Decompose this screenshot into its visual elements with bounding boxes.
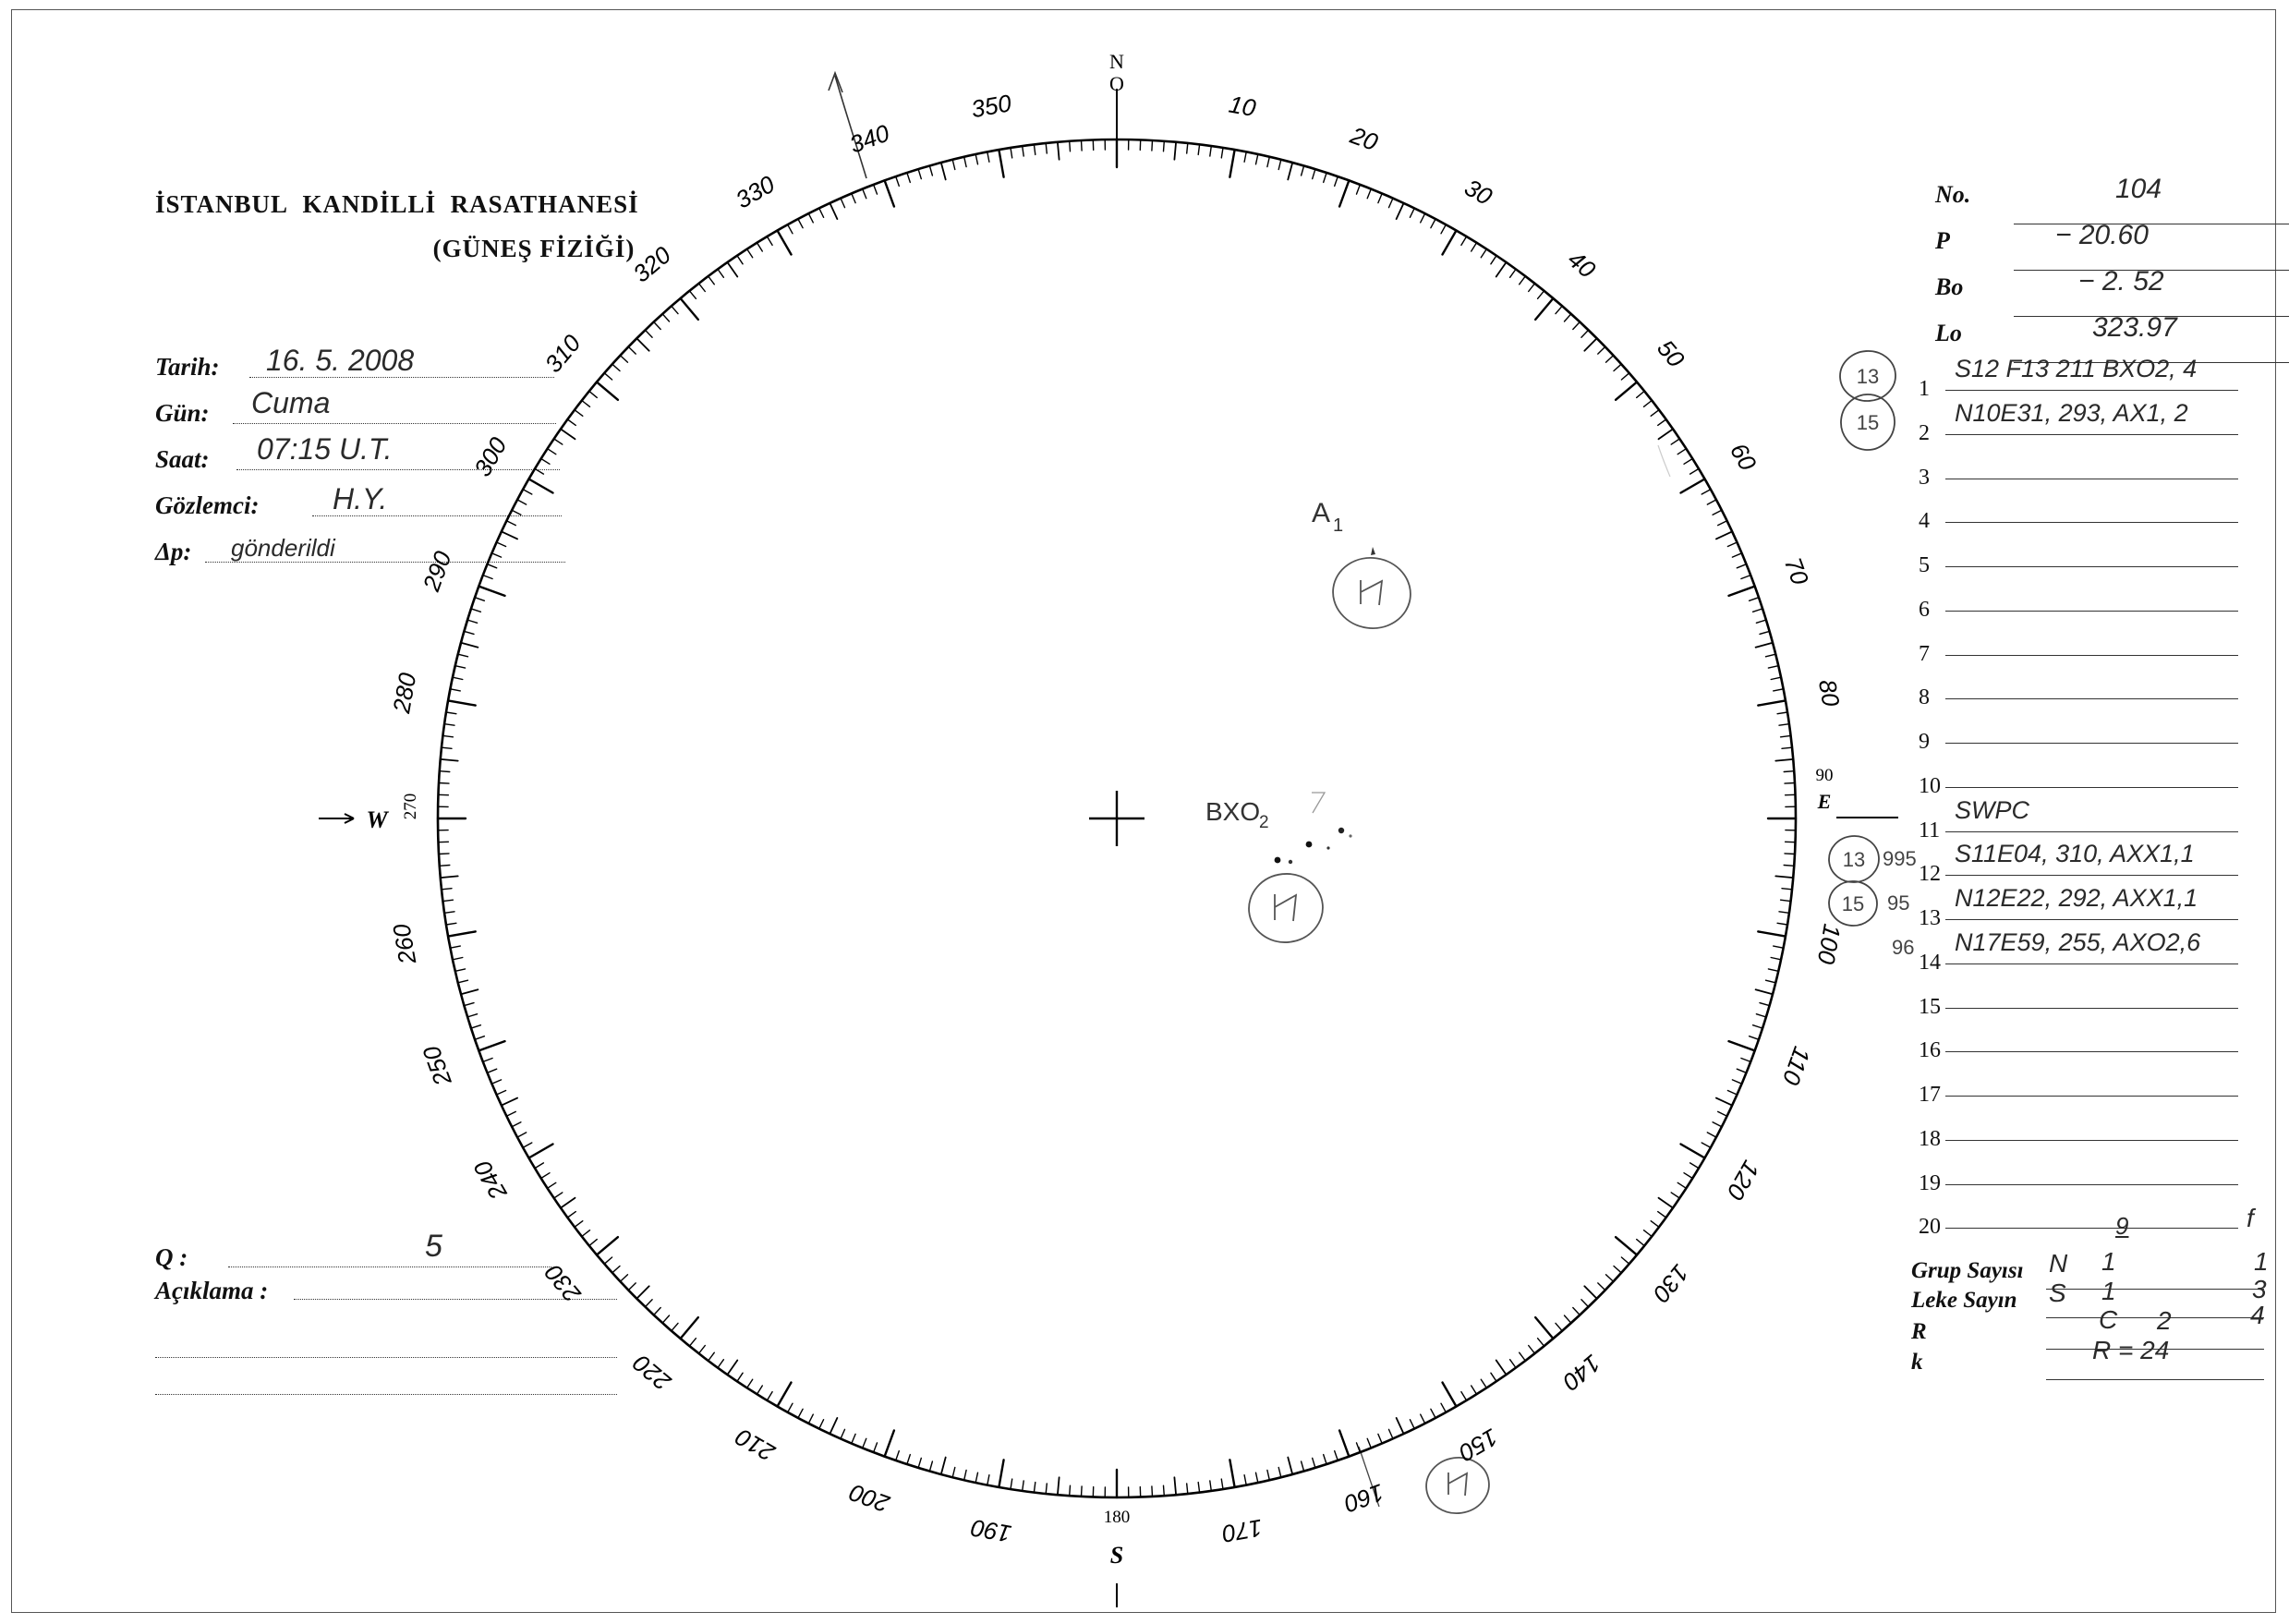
svg-text:300: 300 xyxy=(468,432,513,481)
svg-text:N: N xyxy=(1109,50,1124,73)
svg-text:S: S xyxy=(1110,1542,1123,1569)
svg-text:150: 150 xyxy=(1454,1423,1503,1467)
svg-text:290: 290 xyxy=(417,547,457,595)
svg-text:W: W xyxy=(366,806,389,833)
svg-text:10: 10 xyxy=(1227,91,1258,123)
svg-text:240: 240 xyxy=(468,1156,513,1206)
svg-text:13: 13 xyxy=(1857,365,1879,388)
svg-text:310: 310 xyxy=(539,329,587,378)
svg-text:1: 1 xyxy=(1333,515,1343,536)
svg-text:A: A xyxy=(1312,498,1330,528)
svg-text:260: 260 xyxy=(387,921,421,966)
svg-text:350: 350 xyxy=(969,89,1013,123)
svg-text:100: 100 xyxy=(1812,922,1847,966)
svg-text:250: 250 xyxy=(417,1042,457,1090)
svg-text:110: 110 xyxy=(1777,1043,1817,1089)
svg-text:E: E xyxy=(1817,790,1832,813)
svg-text:210: 210 xyxy=(731,1423,781,1467)
svg-text:2: 2 xyxy=(1259,813,1269,832)
svg-text:270: 270 xyxy=(401,794,420,820)
svg-text:95: 95 xyxy=(1887,891,1909,915)
svg-text:160: 160 xyxy=(1340,1478,1388,1518)
svg-text:180: 180 xyxy=(1104,1508,1131,1527)
svg-text:40: 40 xyxy=(1563,245,1602,284)
svg-text:20: 20 xyxy=(1346,121,1382,157)
svg-text:120: 120 xyxy=(1721,1156,1765,1205)
svg-text:96: 96 xyxy=(1892,936,1914,959)
svg-text:330: 330 xyxy=(731,170,780,214)
svg-text:90: 90 xyxy=(1816,766,1834,785)
svg-text:60: 60 xyxy=(1725,438,1762,476)
svg-text:190: 190 xyxy=(969,1514,1013,1548)
svg-text:50: 50 xyxy=(1652,334,1690,373)
svg-text:30: 30 xyxy=(1460,174,1498,212)
svg-text:15: 15 xyxy=(1842,892,1864,915)
svg-text:BXO: BXO xyxy=(1205,797,1260,826)
svg-text:70: 70 xyxy=(1779,553,1814,588)
svg-text:230: 230 xyxy=(539,1259,587,1309)
svg-text:995: 995 xyxy=(1883,847,1917,870)
svg-text:13: 13 xyxy=(1843,848,1865,871)
svg-text:340: 340 xyxy=(846,118,894,158)
svg-text:280: 280 xyxy=(387,671,421,716)
svg-text:80: 80 xyxy=(1813,677,1846,709)
svg-text:O: O xyxy=(1109,72,1124,95)
svg-text:170: 170 xyxy=(1219,1514,1264,1548)
svg-text:130: 130 xyxy=(1647,1259,1694,1308)
svg-text:320: 320 xyxy=(627,240,676,287)
svg-text:200: 200 xyxy=(845,1478,893,1519)
svg-text:15: 15 xyxy=(1857,411,1879,434)
svg-text:220: 220 xyxy=(627,1349,677,1397)
svg-text:140: 140 xyxy=(1557,1349,1606,1396)
